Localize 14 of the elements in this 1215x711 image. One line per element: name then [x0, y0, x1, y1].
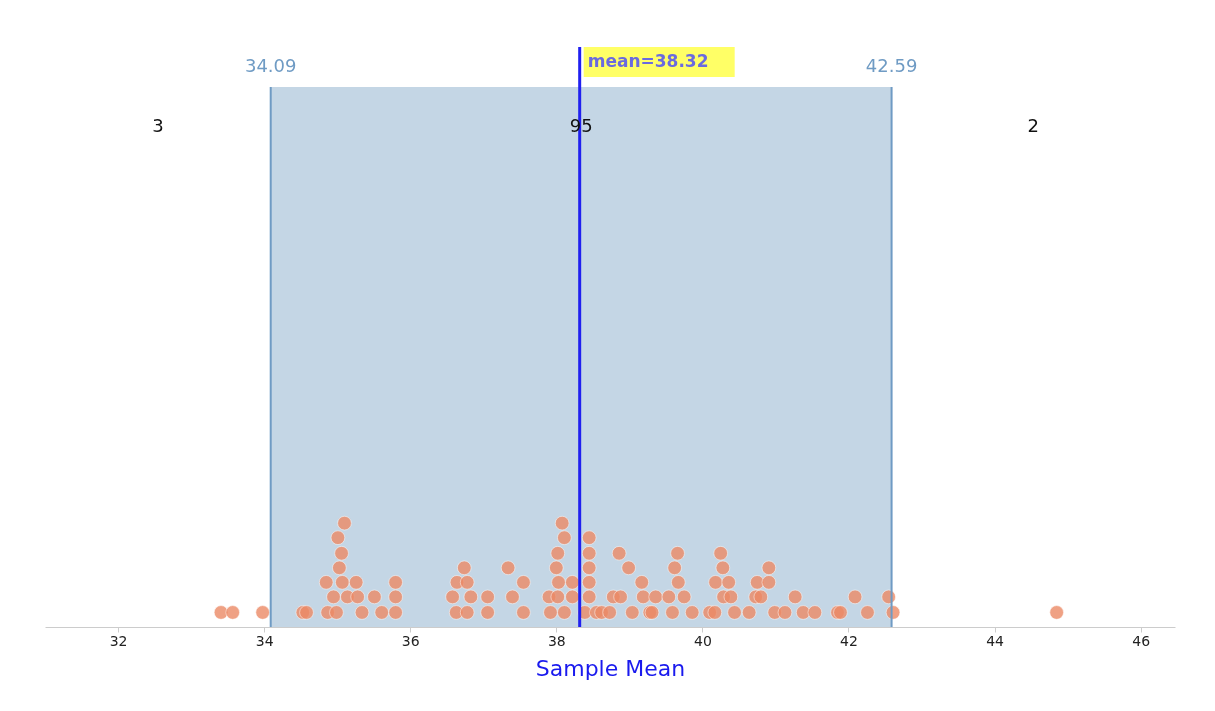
- ref-line-label: mean=38.32: [587, 51, 709, 71]
- text: 2: [1027, 115, 1040, 136]
- x-axis-title: Sample Mean: [535, 655, 686, 681]
- ref-line-label: 42.59: [865, 55, 918, 76]
- x-tick-label: 36: [401, 632, 420, 649]
- x-tick-label: 40: [693, 632, 712, 649]
- x-tick-label: 34: [255, 632, 274, 649]
- x-tick-label: 42: [840, 632, 858, 649]
- text: 3: [152, 115, 164, 136]
- x-tick-label: 38: [547, 632, 566, 649]
- ref-line-label: 34.09: [244, 55, 297, 76]
- x-tick-label: 44: [986, 632, 1005, 649]
- x-tick-label: 46: [1132, 632, 1151, 649]
- x-tick-label: 32: [109, 632, 128, 649]
